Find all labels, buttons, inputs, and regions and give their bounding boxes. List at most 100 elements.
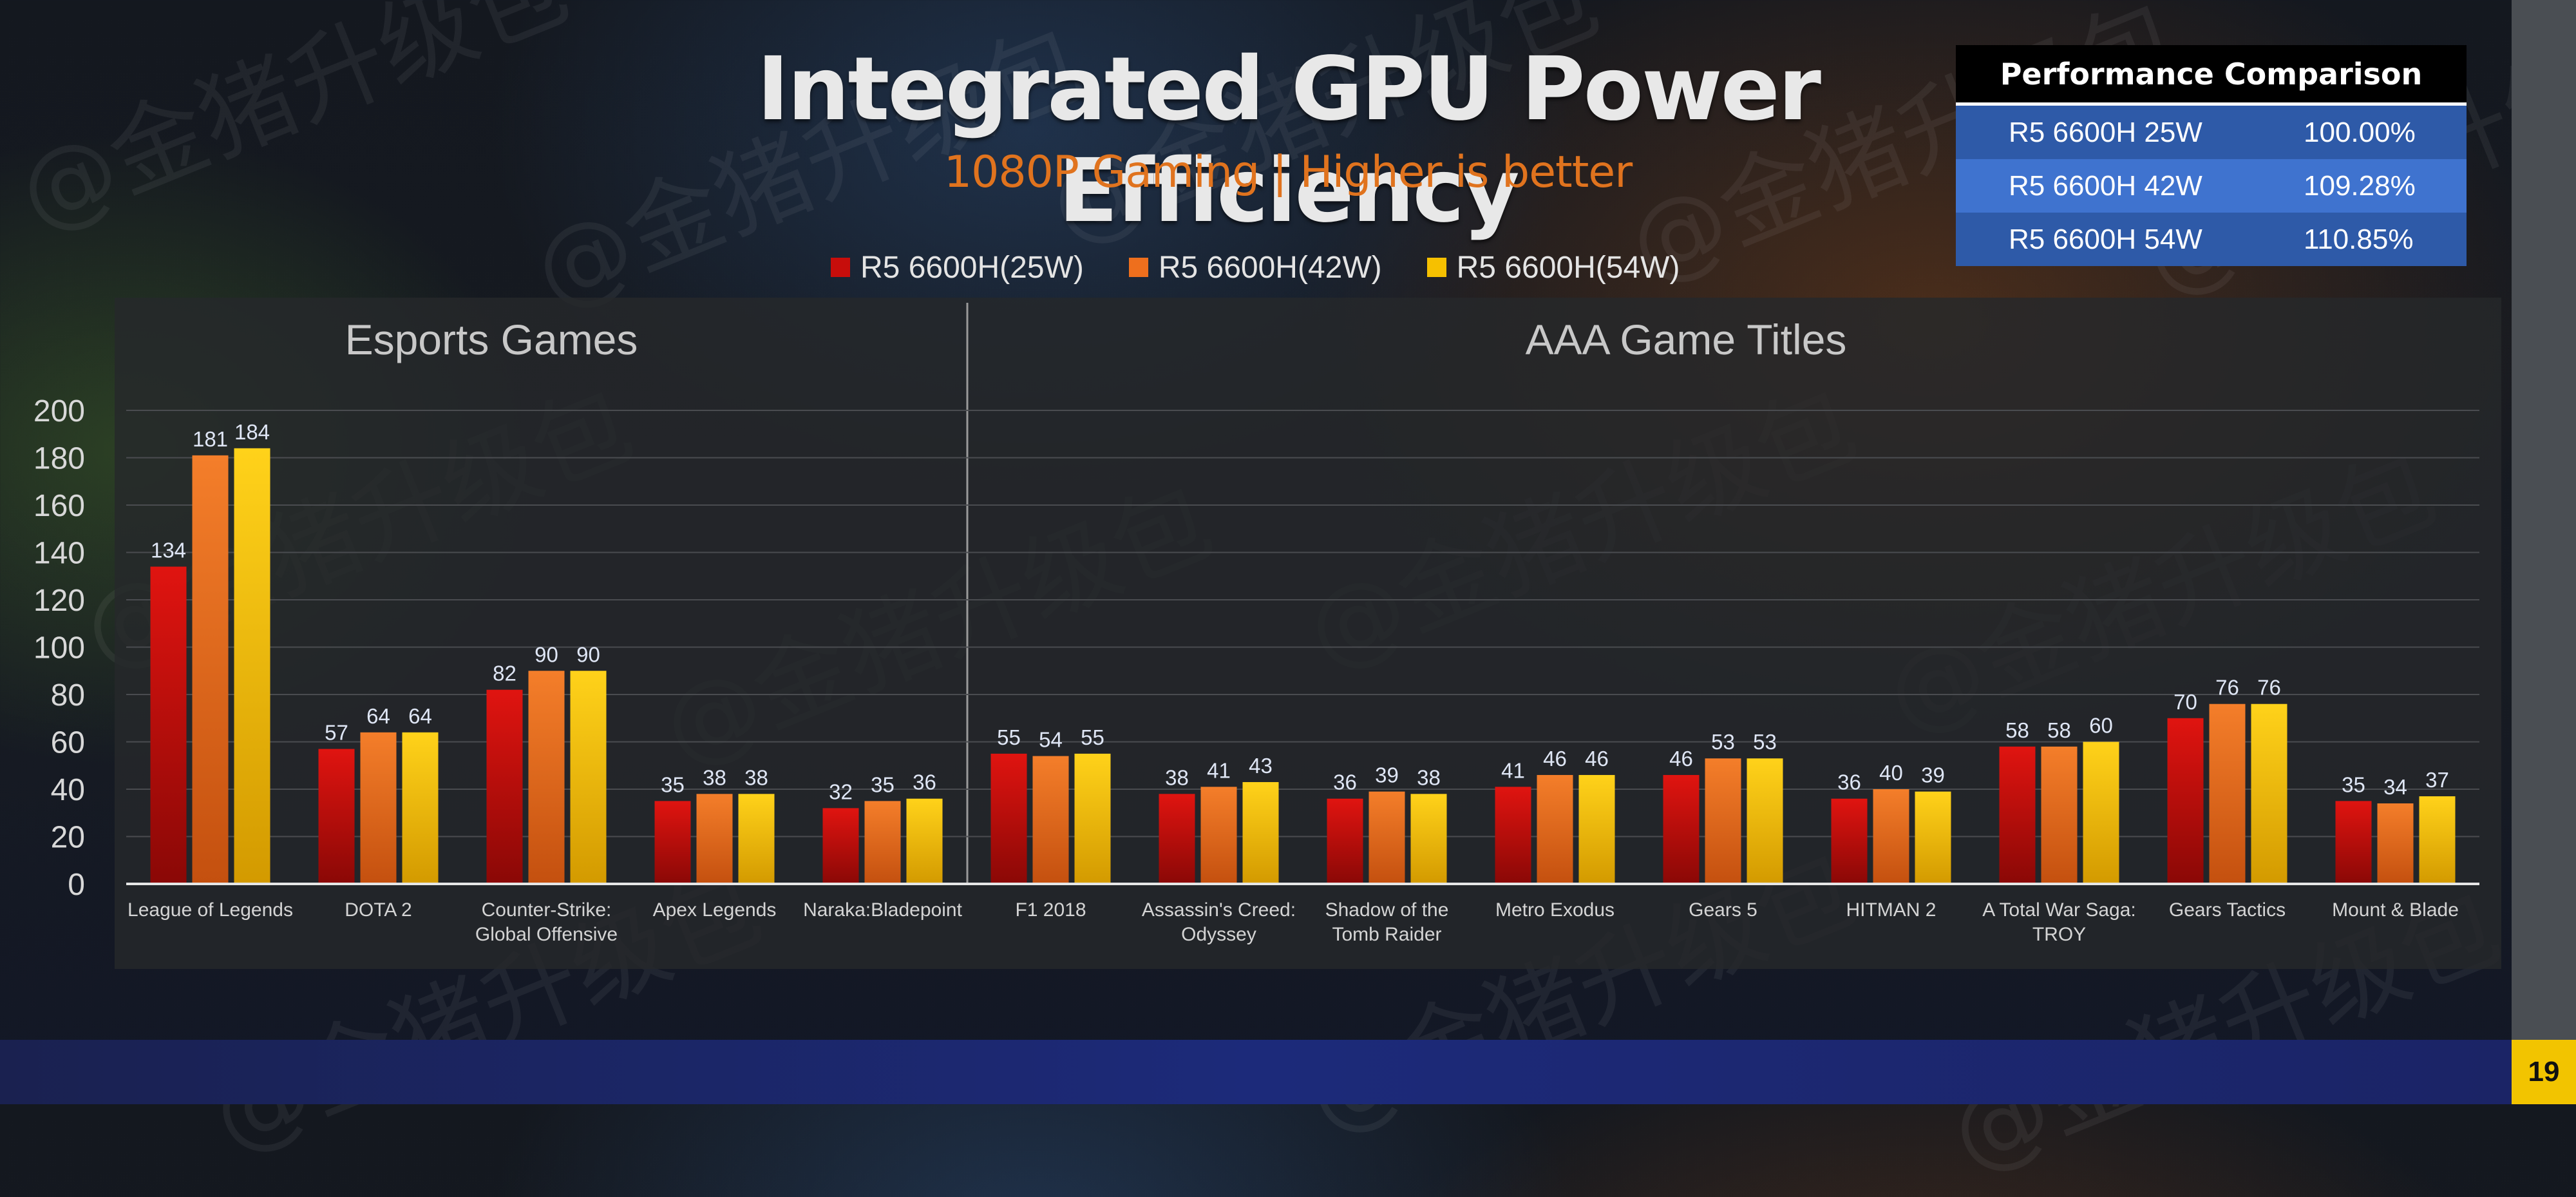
bar-42w xyxy=(864,801,901,884)
bar-54w xyxy=(738,794,775,884)
x-tick-label: DOTA 2 xyxy=(345,899,412,921)
bar-54w xyxy=(2419,796,2456,884)
data-label-25w: 41 xyxy=(1501,758,1525,782)
data-label-42w: 41 xyxy=(1207,758,1231,782)
legend-label-25w: R5 6600H(25W) xyxy=(860,250,1084,285)
bar-54w xyxy=(906,798,943,884)
bar-54w xyxy=(1410,794,1447,884)
data-label-42w: 64 xyxy=(366,704,390,728)
bar-25w xyxy=(150,566,187,884)
bar-25w xyxy=(2167,718,2204,884)
bar-25w xyxy=(654,801,691,884)
x-tick-label: Gears Tactics xyxy=(2169,899,2286,921)
bar-42w xyxy=(1873,789,1909,884)
performance-row-25w: R5 6600H 25W 100.00% xyxy=(1956,106,2467,159)
data-label-42w: 58 xyxy=(2047,718,2071,742)
performance-comparison-table: Performance Comparison R5 6600H 25W 100.… xyxy=(1956,45,2467,266)
data-label-42w: 35 xyxy=(871,772,895,796)
x-tick-label: Apex Legends xyxy=(653,899,777,921)
x-tick-label: Mount & Blade xyxy=(2332,899,2459,921)
data-label-42w: 90 xyxy=(535,642,558,666)
bar-42w xyxy=(528,671,565,884)
data-label-25w: 134 xyxy=(151,539,186,562)
x-tick-label: Gears 5 xyxy=(1689,899,1757,921)
data-label-54w: 53 xyxy=(1753,730,1777,754)
y-tick-label: 140 xyxy=(33,537,85,571)
y-tick-label: 0 xyxy=(68,868,85,902)
data-label-25w: 58 xyxy=(2005,718,2029,742)
y-tick-label: 200 xyxy=(33,394,85,428)
performance-row-54w: R5 6600H 54W 110.85% xyxy=(1956,213,2467,266)
chart-panel xyxy=(115,298,2501,969)
bar-42w xyxy=(2377,803,2414,884)
bar-54w xyxy=(2083,742,2119,884)
y-tick-label: 20 xyxy=(51,821,85,855)
bar-54w xyxy=(570,671,607,884)
bar-25w xyxy=(1831,798,1868,884)
performance-row-label: R5 6600H 25W xyxy=(2009,116,2202,148)
footer-band xyxy=(0,1040,2512,1104)
bar-54w xyxy=(234,448,270,884)
data-label-54w: 184 xyxy=(234,420,270,444)
data-label-25w: 57 xyxy=(325,721,348,745)
x-tick-label: HITMAN 2 xyxy=(1846,899,1936,921)
data-label-25w: 36 xyxy=(1333,771,1357,794)
bar-25w xyxy=(1999,746,2036,884)
performance-row-42w: R5 6600H 42W 109.28% xyxy=(1956,159,2467,213)
bar-42w xyxy=(192,455,229,884)
bar-42w xyxy=(1200,787,1237,884)
bar-25w xyxy=(1663,774,1700,884)
bar-54w xyxy=(1074,753,1111,884)
data-label-25w: 35 xyxy=(661,772,685,796)
bar-42w xyxy=(696,794,733,884)
bar-25w xyxy=(486,689,523,884)
bar-42w xyxy=(360,732,397,884)
x-tick-label: Metro Exodus xyxy=(1495,899,1615,921)
bar-42w xyxy=(1705,758,1741,884)
bar-42w xyxy=(2209,704,2246,884)
legend-swatch-54w xyxy=(1426,258,1446,277)
x-tick-label: Counter-Strike: Global Offensive xyxy=(475,899,618,945)
bar-25w xyxy=(822,808,859,884)
bar-54w xyxy=(402,732,439,884)
bar-54w xyxy=(1578,774,1615,884)
x-tick-label: Assassin's Creed: Odyssey xyxy=(1142,899,1296,945)
bar-25w xyxy=(1495,787,1531,884)
bar-54w xyxy=(2251,704,2287,884)
data-label-42w: 39 xyxy=(1375,763,1399,787)
data-label-25w: 35 xyxy=(2342,772,2365,796)
performance-table-header: Performance Comparison xyxy=(1956,45,2467,106)
x-tick-label: F1 2018 xyxy=(1015,899,1086,921)
bar-42w xyxy=(2041,746,2078,884)
performance-row-value: 110.85% xyxy=(2304,223,2414,255)
bar-42w xyxy=(1368,791,1405,884)
data-label-54w: 39 xyxy=(1921,763,1945,787)
data-label-54w: 37 xyxy=(2425,768,2449,792)
data-label-54w: 64 xyxy=(408,704,432,728)
bar-25w xyxy=(1159,794,1195,884)
data-label-42w: 54 xyxy=(1039,728,1063,752)
legend-swatch-42w xyxy=(1128,258,1148,277)
bar-25w xyxy=(2335,801,2372,884)
bar-25w xyxy=(318,749,355,884)
chart-legend: R5 6600H(25W) R5 6600H(42W) R5 6600H(54W… xyxy=(831,248,1725,287)
performance-row-value: 100.00% xyxy=(2304,116,2416,148)
y-tick-label: 40 xyxy=(51,773,85,807)
legend-label-42w: R5 6600H(42W) xyxy=(1158,250,1382,285)
x-tick-label: A Total War Saga: TROY xyxy=(1982,899,2136,945)
data-label-54w: 55 xyxy=(1081,725,1104,749)
data-label-42w: 46 xyxy=(1543,747,1567,771)
data-label-42w: 34 xyxy=(2383,775,2407,799)
y-tick-label: 80 xyxy=(51,678,85,713)
x-tick-label: Shadow of the Tomb Raider xyxy=(1325,899,1449,945)
y-tick-label: 60 xyxy=(51,726,85,760)
data-label-25w: 36 xyxy=(1837,771,1861,794)
data-label-25w: 82 xyxy=(493,662,516,685)
bar-54w xyxy=(1242,781,1279,884)
performance-row-label: R5 6600H 54W xyxy=(2009,223,2202,255)
bar-42w xyxy=(1537,774,1573,884)
data-label-54w: 60 xyxy=(2089,714,2113,738)
data-label-25w: 32 xyxy=(829,780,853,803)
section-label-esports: Esports Games xyxy=(345,316,638,363)
data-label-25w: 70 xyxy=(2174,690,2197,714)
